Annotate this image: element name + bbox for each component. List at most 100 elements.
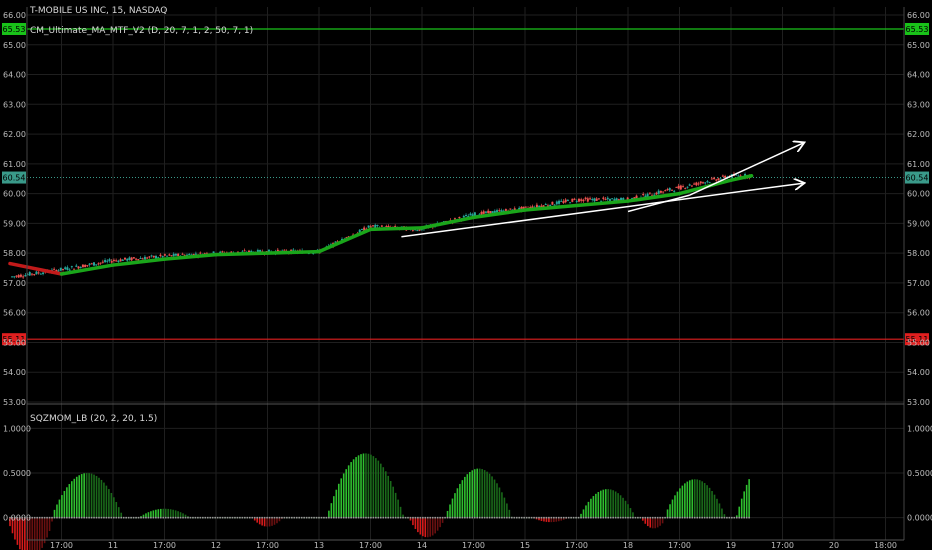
squeeze-dot bbox=[518, 516, 521, 519]
candle-body bbox=[267, 249, 270, 253]
squeeze-dot bbox=[412, 516, 414, 519]
momentum-bar bbox=[397, 499, 399, 518]
squeeze-dot bbox=[53, 516, 56, 519]
candle-body bbox=[374, 224, 377, 228]
candle-body bbox=[558, 200, 561, 204]
candle-body bbox=[101, 261, 104, 263]
squeeze-dot bbox=[397, 516, 399, 519]
squeeze-dot bbox=[283, 516, 286, 519]
candle-body bbox=[615, 198, 618, 202]
squeeze-dot bbox=[431, 516, 434, 519]
squeeze-dot bbox=[244, 516, 246, 519]
momentum-bar bbox=[691, 479, 694, 518]
momentum-bar bbox=[56, 504, 58, 518]
price-tick-label-right: 55.00 bbox=[907, 338, 930, 347]
momentum-bar bbox=[33, 517, 36, 550]
momentum-histogram bbox=[9, 453, 750, 550]
level-badge-label-left: 55.11 bbox=[3, 335, 26, 344]
momentum-bar bbox=[80, 474, 83, 518]
candle-body bbox=[181, 253, 184, 255]
momentum-bar bbox=[434, 517, 436, 534]
candle-body bbox=[19, 274, 22, 277]
price-tick-label-left: 56.00 bbox=[3, 309, 26, 318]
squeeze-dot bbox=[711, 516, 713, 519]
momentum-bar bbox=[43, 517, 46, 544]
price-tick-label-left: 65.00 bbox=[3, 41, 26, 50]
squeeze-dot bbox=[202, 516, 204, 519]
squeeze-dot bbox=[446, 516, 449, 519]
momentum-bar bbox=[703, 483, 706, 518]
squeeze-dot bbox=[491, 516, 493, 519]
momentum-bar bbox=[184, 514, 187, 518]
candle-body bbox=[115, 260, 118, 262]
candle-body bbox=[130, 257, 133, 261]
momentum-bar bbox=[382, 467, 385, 518]
momentum-tick-label-right: 0.0000 bbox=[907, 514, 932, 523]
price-tick-label-right: 54.00 bbox=[907, 368, 930, 377]
squeeze-dot bbox=[325, 516, 328, 519]
squeeze-dot bbox=[16, 516, 19, 519]
squeeze-dot bbox=[681, 516, 684, 519]
time-tick-label: 13 bbox=[314, 541, 324, 550]
time-tick-label: 11 bbox=[108, 541, 118, 550]
candle-body bbox=[199, 252, 202, 254]
momentum-title: SQZMOM_LB (20, 2, 20, 1.5) bbox=[30, 414, 157, 424]
squeeze-dot bbox=[313, 516, 315, 519]
squeeze-dot bbox=[263, 516, 266, 519]
squeeze-dot bbox=[130, 516, 132, 519]
squeeze-dot bbox=[350, 516, 352, 519]
squeeze-dot bbox=[639, 516, 642, 519]
squeeze-dot bbox=[723, 516, 726, 519]
momentum-bar bbox=[419, 517, 422, 535]
squeeze-dot bbox=[293, 516, 296, 519]
candle-body bbox=[334, 241, 337, 243]
candle-body bbox=[566, 199, 569, 201]
squeeze-dot bbox=[550, 516, 553, 519]
momentum-bar bbox=[684, 483, 686, 518]
squeeze-dot bbox=[392, 516, 394, 519]
momentum-bar bbox=[61, 495, 63, 518]
price-tick-label-right: 56.00 bbox=[907, 309, 930, 318]
candle-body bbox=[170, 255, 173, 257]
squeeze-dot bbox=[528, 516, 530, 519]
momentum-bar bbox=[679, 488, 681, 518]
candle-body bbox=[524, 206, 527, 208]
squeeze-dot bbox=[478, 516, 481, 519]
squeeze-dot bbox=[449, 516, 451, 519]
squeeze-dot bbox=[145, 516, 147, 519]
momentum-bar bbox=[624, 500, 627, 518]
candle-body bbox=[580, 199, 583, 201]
level-badge-label-right: 65.53 bbox=[906, 25, 929, 34]
squeeze-dot bbox=[595, 516, 597, 519]
momentum-bar bbox=[350, 462, 352, 518]
momentum-bar bbox=[278, 517, 281, 522]
axes: 66.00 66.00 65.00 65.00 64.00 64.00 63.00 63.00… bbox=[3, 7, 932, 550]
level-badge-right bbox=[905, 333, 929, 346]
price-tick-label-left: 58.00 bbox=[3, 249, 26, 258]
candle-body bbox=[493, 210, 496, 214]
price-tick-label-left: 60.00 bbox=[3, 190, 26, 199]
candle-body bbox=[135, 258, 138, 260]
candle-body bbox=[168, 254, 171, 256]
candle-body bbox=[363, 227, 366, 232]
candle-body bbox=[33, 274, 36, 276]
momentum-bar bbox=[380, 463, 382, 518]
squeeze-dot bbox=[417, 516, 419, 519]
candle-body bbox=[30, 273, 33, 275]
candle-body bbox=[465, 214, 468, 216]
price-tick-label-left: 61.00 bbox=[3, 160, 26, 169]
squeeze-dot bbox=[125, 516, 127, 519]
squeeze-dot bbox=[194, 516, 197, 519]
momentum-bar bbox=[441, 517, 444, 523]
squeeze-dot bbox=[389, 516, 392, 519]
squeeze-dot bbox=[320, 516, 323, 519]
time-tick-label: 17:00 bbox=[668, 541, 691, 550]
candle-body bbox=[620, 197, 623, 201]
candle-body bbox=[569, 202, 572, 204]
squeeze-dot bbox=[330, 516, 333, 519]
squeeze-dot bbox=[617, 516, 619, 519]
squeeze-dot bbox=[664, 516, 666, 519]
ma-segment bbox=[162, 252, 218, 261]
squeeze-dot bbox=[520, 516, 523, 519]
squeeze-dot bbox=[137, 516, 140, 519]
